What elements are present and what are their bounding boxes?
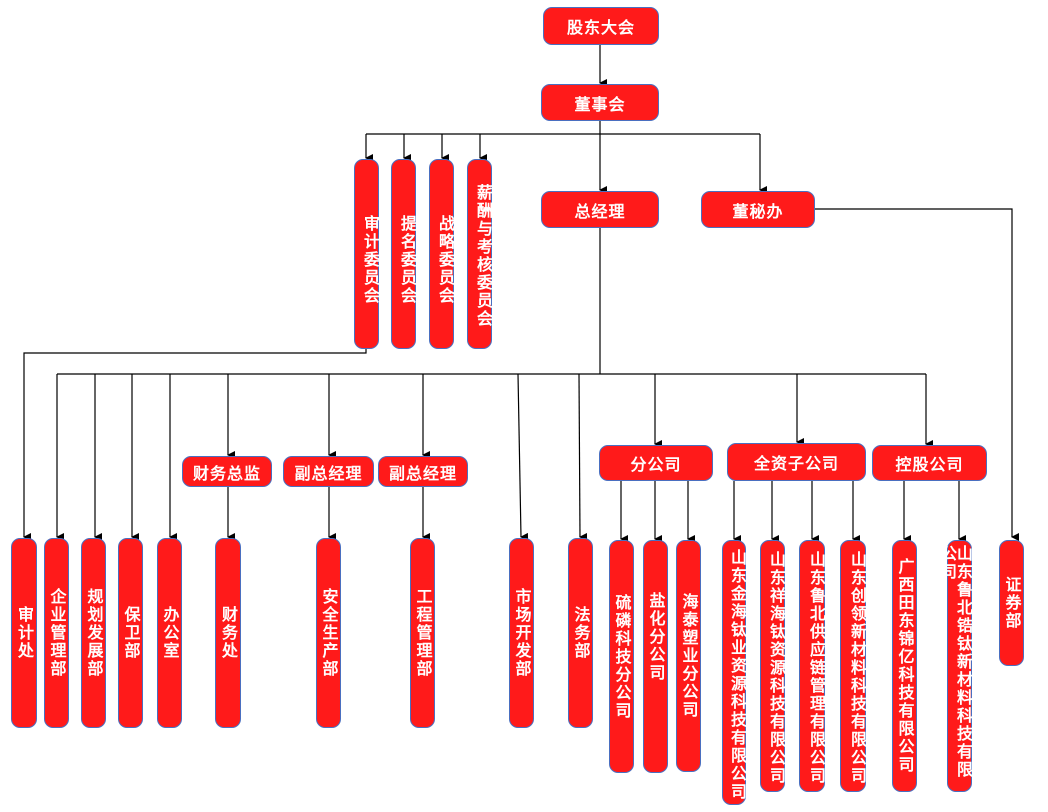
dept-safety-production: 安全生产部 xyxy=(316,538,341,728)
board-secretary-office-box: 董秘办 xyxy=(701,191,815,228)
deputy-gm-box-1: 副总经理 xyxy=(283,456,374,487)
cfo-box: 财务总监 xyxy=(182,456,272,487)
committee-compensation: 薪酬与考核委员会 xyxy=(467,159,493,349)
dept-planning: 规划发展部 xyxy=(81,538,106,728)
line-audit-committee-audit-dept xyxy=(23,349,367,541)
branches-box: 分公司 xyxy=(599,445,713,481)
wholly-owned-box: 全资子公司 xyxy=(727,443,866,481)
securities-dept: 证券部 xyxy=(999,540,1024,666)
subsidiary-chuangling: 山东创领新材料科技有限公司 xyxy=(840,540,867,792)
dept-engineering: 工程管理部 xyxy=(410,538,435,728)
holding-box: 控股公司 xyxy=(872,445,987,481)
committee-nomination: 提名委员会 xyxy=(391,159,417,349)
holding-lubei-zirconium: 山东鲁北锆钛新材料科技有限公司 xyxy=(938,540,973,792)
subsidiary-xianghai: 山东祥海钛资源科技有限公司 xyxy=(760,540,786,792)
committee-strategy: 战略委员会 xyxy=(429,159,455,349)
dept-security: 保卫部 xyxy=(118,538,143,728)
holding-guangxi-jinyi: 广西田东锦亿科技有限公司 xyxy=(892,540,917,792)
dept-finance: 财务处 xyxy=(215,538,241,728)
dept-enterprise-management: 企业管理部 xyxy=(44,538,69,728)
branch-salt: 盐化分公司 xyxy=(643,540,668,773)
dept-marketing: 市场开发部 xyxy=(509,538,534,728)
shareholders-meeting-box: 股东大会 xyxy=(543,7,659,45)
general-manager-box: 总经理 xyxy=(541,191,659,228)
branch-haitai: 海泰塑业分公司 xyxy=(676,540,701,772)
board-box: 董事会 xyxy=(541,84,659,121)
deputy-gm-box-2: 副总经理 xyxy=(378,456,468,487)
dept-legal: 法务部 xyxy=(568,538,593,728)
dept-office: 办公室 xyxy=(157,538,182,728)
branch-phosphorus: 硫磷科技分公司 xyxy=(609,540,634,773)
line-secretary-securities xyxy=(815,208,1019,541)
committee-audit: 审计委员会 xyxy=(354,159,380,349)
subsidiary-jinhai: 山东金海钛业资源科技有限公司 xyxy=(722,540,747,805)
dept-audit: 审计处 xyxy=(11,538,37,728)
subsidiary-lubei-supply-chain: 山东鲁北供应链管理有限公司 xyxy=(799,540,826,792)
